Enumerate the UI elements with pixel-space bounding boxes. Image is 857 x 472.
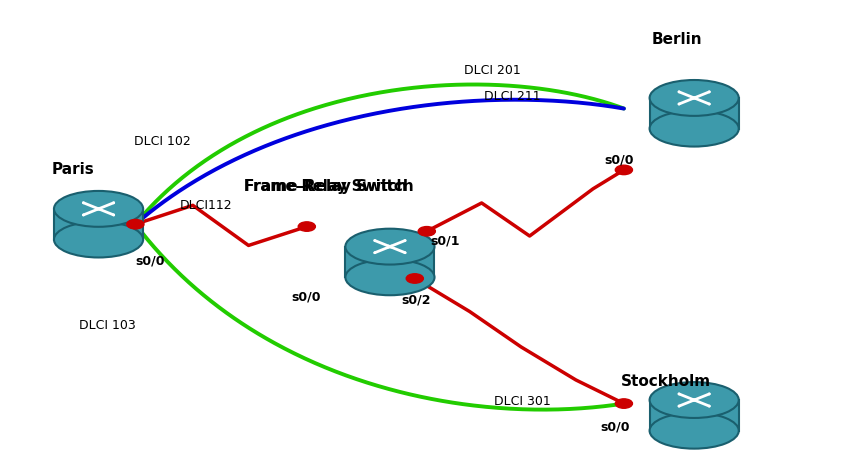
Ellipse shape [650, 413, 739, 448]
Text: s0/0: s0/0 [604, 154, 633, 167]
Text: DLCI 103: DLCI 103 [79, 319, 135, 332]
Ellipse shape [650, 80, 739, 116]
Text: Frame-Relay Switch: Frame-Relay Switch [244, 178, 414, 194]
Text: DLCI 211: DLCI 211 [484, 90, 541, 103]
Circle shape [615, 165, 632, 175]
Ellipse shape [650, 110, 739, 146]
Text: s0/1: s0/1 [430, 234, 459, 247]
Circle shape [127, 219, 144, 229]
Ellipse shape [345, 228, 434, 264]
Ellipse shape [54, 191, 143, 227]
Text: Berlin: Berlin [651, 32, 702, 47]
Circle shape [418, 227, 435, 236]
Circle shape [615, 399, 632, 408]
Polygon shape [345, 246, 434, 278]
Text: Frame-Relay Switch: Frame-Relay Switch [244, 178, 407, 194]
Text: Paris: Paris [51, 162, 94, 177]
Polygon shape [54, 209, 143, 239]
Circle shape [406, 274, 423, 283]
Text: s0/2: s0/2 [401, 293, 430, 306]
Ellipse shape [650, 382, 739, 418]
Polygon shape [650, 98, 739, 128]
Text: DLCI112: DLCI112 [179, 199, 232, 212]
Ellipse shape [345, 260, 434, 295]
Circle shape [298, 222, 315, 231]
Text: DLCI 201: DLCI 201 [464, 64, 521, 77]
Text: s0/0: s0/0 [135, 254, 165, 267]
Ellipse shape [54, 221, 143, 258]
Polygon shape [650, 400, 739, 430]
Text: s0/0: s0/0 [291, 291, 321, 304]
Text: s0/0: s0/0 [600, 421, 629, 434]
Text: Stockholm: Stockholm [621, 374, 711, 389]
Text: DLCI 301: DLCI 301 [494, 395, 551, 408]
Text: DLCI 102: DLCI 102 [135, 135, 191, 148]
